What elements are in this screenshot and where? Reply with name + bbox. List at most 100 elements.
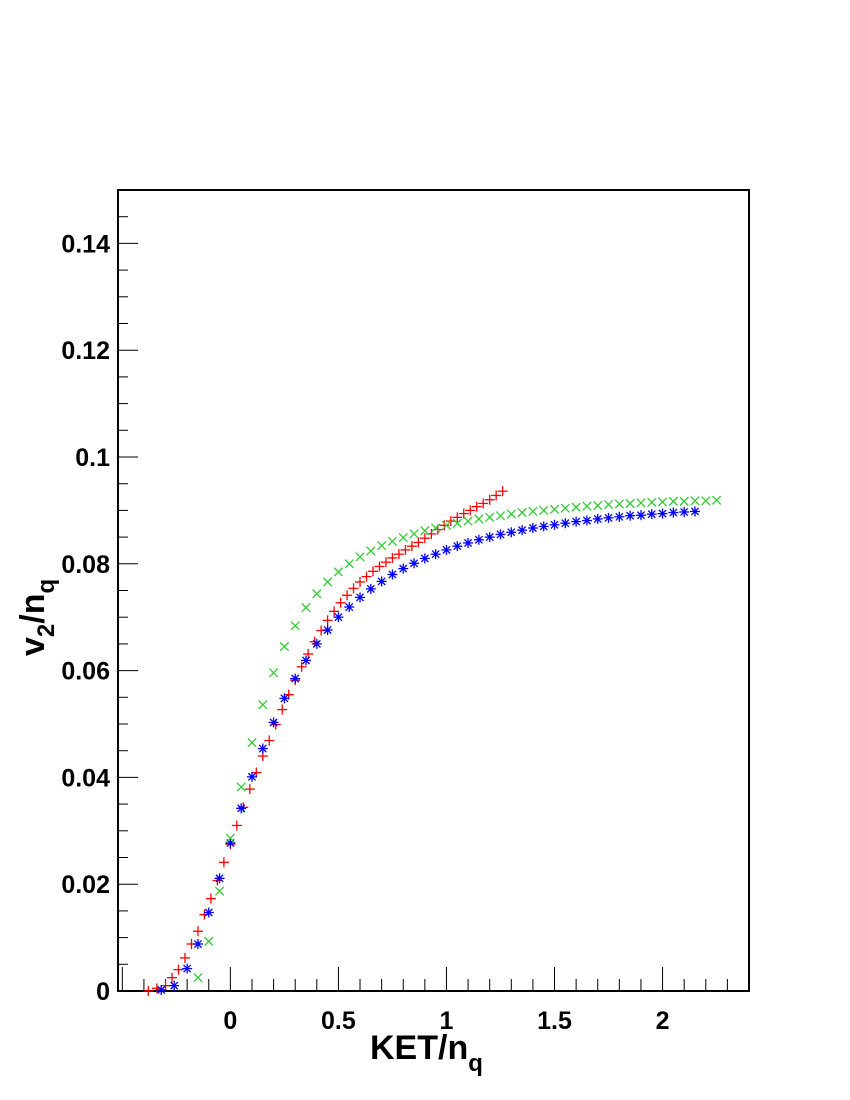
y-tick-label: 0.02 <box>61 871 110 899</box>
data-point <box>374 561 385 572</box>
data-point <box>538 521 549 532</box>
data-point <box>312 589 322 599</box>
data-point <box>344 559 354 569</box>
data-point <box>192 939 203 950</box>
data-point <box>333 612 344 623</box>
data-point <box>380 557 391 568</box>
data-point <box>581 515 592 526</box>
data-point <box>156 984 167 995</box>
data-point <box>205 893 216 904</box>
data-point <box>636 498 646 508</box>
data-point <box>355 576 366 587</box>
data-point <box>376 540 387 551</box>
data-point <box>214 873 225 884</box>
plot-markers <box>143 486 722 996</box>
data-point <box>387 552 398 563</box>
data-point <box>625 498 635 509</box>
x-tick-label: 2 <box>656 1007 670 1035</box>
data-point <box>668 507 679 518</box>
data-point <box>484 532 495 543</box>
data-point <box>465 505 476 516</box>
y-tick-label: 0.08 <box>61 551 110 579</box>
data-point <box>247 738 257 748</box>
data-point <box>236 782 246 792</box>
data-point <box>348 583 359 594</box>
data-point <box>463 537 474 548</box>
data-point <box>367 566 378 577</box>
data-point <box>409 558 420 569</box>
data-point <box>527 523 538 534</box>
data-point <box>333 567 344 577</box>
data-point <box>193 972 203 983</box>
data-point <box>296 661 307 672</box>
data-point <box>625 510 636 521</box>
data-point <box>517 507 527 518</box>
series-2 <box>156 506 700 995</box>
data-point <box>491 490 502 501</box>
y-axis-title-sub1: 2 <box>33 624 60 637</box>
y-tick-label: 0.14 <box>61 230 110 258</box>
x-tick-label: 0.5 <box>321 1007 356 1035</box>
x-tick-label: 0 <box>223 1007 237 1035</box>
series-3 <box>193 495 722 983</box>
data-point <box>495 511 506 521</box>
data-point <box>203 907 214 918</box>
data-point <box>398 563 409 574</box>
data-point <box>322 577 333 587</box>
data-point <box>398 532 408 543</box>
data-point <box>214 886 225 896</box>
data-point <box>311 638 322 649</box>
data-point <box>657 508 668 519</box>
data-point <box>593 500 603 511</box>
data-point <box>571 502 581 512</box>
data-point <box>497 486 508 497</box>
data-point <box>711 495 722 505</box>
data-point <box>167 972 178 983</box>
data-point <box>603 499 614 510</box>
data-point <box>365 583 376 594</box>
data-point <box>257 743 268 754</box>
data-point <box>647 497 657 508</box>
data-point <box>301 655 312 666</box>
data-point <box>400 544 411 555</box>
plot-frame <box>117 189 750 992</box>
y-tick-label: 0 <box>96 978 110 1006</box>
data-point <box>355 592 366 603</box>
data-point <box>473 534 484 545</box>
data-point <box>290 621 300 631</box>
data-point <box>376 576 387 587</box>
data-point <box>571 516 582 527</box>
data-point <box>430 549 441 560</box>
data-point <box>646 509 657 520</box>
y-tick-label: 0.12 <box>61 337 110 365</box>
data-point <box>169 980 180 991</box>
y-tick-label: 0.06 <box>61 658 110 686</box>
x-axis-title-sub: q <box>468 1050 483 1077</box>
data-point <box>463 516 473 526</box>
data-point <box>689 506 700 517</box>
data-point <box>268 668 279 678</box>
data-point <box>279 641 290 652</box>
data-point <box>539 505 549 516</box>
data-point <box>528 506 538 517</box>
data-point <box>387 536 398 547</box>
data-point <box>236 803 247 814</box>
data-point <box>143 986 154 996</box>
data-point <box>361 571 372 582</box>
data-point <box>614 499 625 509</box>
data-point <box>452 541 463 552</box>
data-point <box>431 523 441 533</box>
data-point <box>264 735 275 746</box>
data-point <box>366 546 376 556</box>
y-axis-title: v2/nq <box>14 579 60 656</box>
data-point <box>657 497 668 507</box>
data-point <box>335 597 346 608</box>
data-point <box>225 833 236 843</box>
data-point <box>419 533 430 544</box>
data-point <box>173 964 184 975</box>
data-point <box>231 820 242 831</box>
data-point <box>279 693 290 704</box>
x-axis-title: KET/nq <box>370 1029 483 1077</box>
data-point <box>387 569 398 580</box>
